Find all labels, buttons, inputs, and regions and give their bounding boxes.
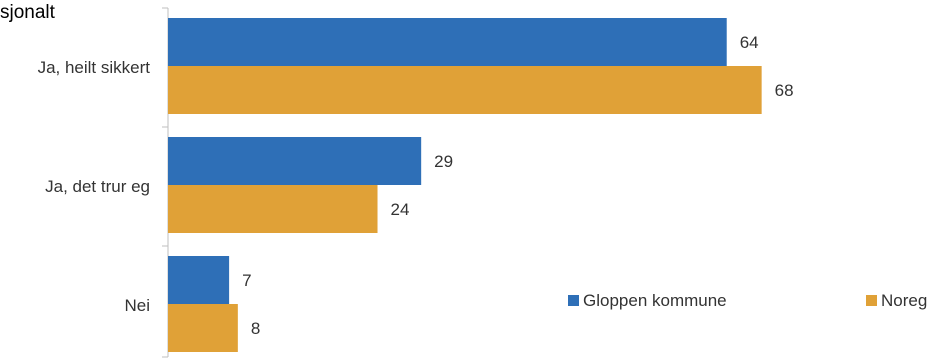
legend-swatch [866, 295, 877, 306]
legend-label: Noreg [881, 291, 927, 310]
data-label: 7 [242, 271, 251, 290]
chart-title: sjonalt [0, 2, 55, 23]
legend-label: Gloppen kommune [583, 291, 727, 310]
category-label: Ja, heilt sikkert [38, 58, 151, 77]
data-label: 29 [434, 152, 453, 171]
data-label: 68 [775, 81, 794, 100]
bar [168, 66, 762, 114]
bar [168, 256, 230, 304]
bar [168, 185, 378, 233]
data-label: 8 [251, 319, 260, 338]
bar [168, 18, 727, 66]
bar [168, 137, 422, 185]
data-label: 64 [740, 33, 759, 52]
category-label: Nei [124, 296, 150, 315]
bar [168, 304, 238, 352]
legend-swatch [568, 295, 579, 306]
category-label: Ja, det trur eg [45, 177, 150, 196]
data-label: 24 [391, 200, 410, 219]
